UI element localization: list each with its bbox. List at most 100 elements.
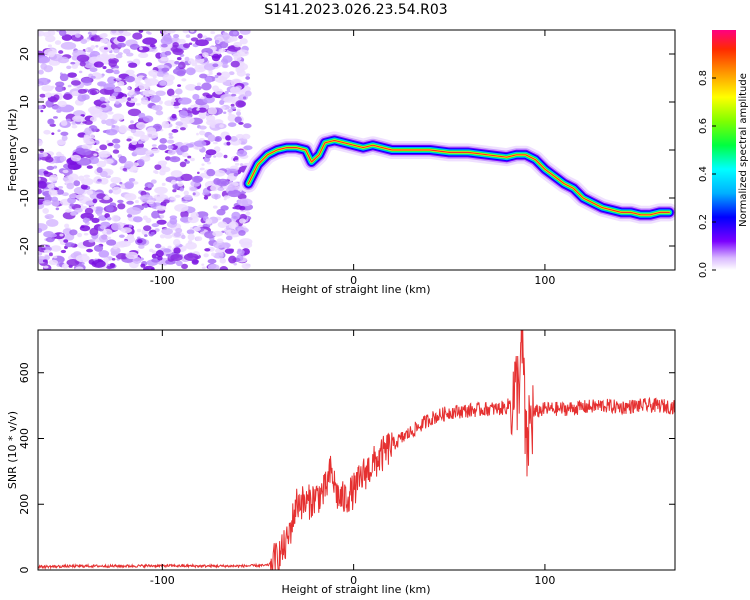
noise-blob: [179, 216, 190, 223]
noise-blob: [227, 108, 234, 113]
noise-blob: [130, 129, 137, 134]
y-tick-label: 10: [18, 95, 31, 109]
noise-blob: [47, 183, 55, 189]
noise-blob: [106, 265, 113, 270]
noise-blob: [185, 67, 196, 76]
noise-blob: [181, 152, 189, 158]
noise-blob: [145, 150, 153, 156]
noise-blob: [156, 219, 167, 225]
noise-blob: [138, 30, 144, 33]
noise-blob: [98, 74, 102, 78]
noise-blob: [187, 155, 192, 159]
noise-blob: [81, 144, 93, 150]
noise-blob: [180, 145, 189, 153]
noise-blob: [72, 115, 85, 122]
noise-blob: [38, 77, 50, 86]
noise-blob: [142, 89, 156, 97]
noise-blob: [207, 258, 217, 264]
noise-blob: [77, 94, 87, 102]
noise-blob: [150, 94, 161, 103]
noise-blob: [117, 52, 123, 56]
noise-blob: [187, 58, 195, 65]
noise-blob: [86, 248, 94, 253]
noise-blob: [133, 147, 149, 156]
noise-blob: [117, 42, 126, 48]
noise-blob: [228, 71, 235, 76]
noise-blob: [185, 34, 191, 39]
noise-blob: [175, 121, 184, 126]
noise-blob: [117, 203, 126, 210]
noise-blob: [74, 207, 83, 213]
noise-blob: [126, 138, 132, 142]
noise-blob: [71, 121, 77, 125]
noise-blob: [205, 112, 210, 117]
noise-blob: [204, 248, 211, 252]
noise-blob: [222, 111, 227, 114]
noise-blob: [96, 166, 103, 174]
noise-blob: [177, 181, 184, 187]
spectrogram-x-ticks: -100 0 100: [150, 30, 555, 287]
noise-blob: [57, 56, 70, 64]
noise-blob: [171, 95, 177, 98]
noise-blob: [217, 187, 225, 192]
noise-blob: [169, 156, 181, 163]
noise-blob: [199, 172, 208, 178]
noise-blob: [146, 199, 155, 205]
noise-blob: [78, 148, 92, 156]
noise-blob: [167, 149, 176, 155]
noise-blob: [123, 48, 131, 54]
noise-blob: [122, 168, 128, 171]
noise-blob: [98, 112, 108, 121]
noise-blob: [43, 265, 49, 269]
noise-blob: [95, 45, 99, 48]
noise-blob: [166, 139, 175, 144]
noise-blob: [106, 140, 110, 144]
noise-blob: [149, 248, 154, 253]
noise-blob: [212, 230, 223, 237]
noise-blob: [38, 97, 45, 103]
noise-blob: [118, 234, 125, 238]
noise-blob: [87, 31, 92, 35]
noise-blob: [76, 54, 90, 63]
y-tick-label: 0: [18, 147, 31, 154]
noise-blob: [205, 218, 213, 225]
noise-blob: [81, 77, 92, 84]
noise-blob: [230, 106, 236, 110]
noise-blob: [57, 100, 67, 108]
noise-blob: [241, 263, 251, 270]
noise-blob: [185, 242, 197, 250]
noise-blob: [205, 119, 216, 126]
noise-blob: [183, 43, 191, 49]
noise-blob: [225, 235, 233, 241]
noise-blob: [232, 206, 238, 210]
noise-blob: [142, 115, 154, 123]
noise-blob: [88, 156, 100, 165]
noise-blob: [49, 97, 59, 103]
noise-blob: [60, 131, 69, 136]
noise-blob: [214, 89, 218, 93]
noise-blob: [190, 157, 195, 162]
noise-blob: [91, 259, 106, 268]
doppler-trace-layer-7: [247, 139, 670, 216]
noise-blob: [97, 213, 103, 217]
noise-blob: [240, 163, 244, 167]
noise-blob: [213, 252, 224, 259]
noise-blob: [167, 245, 172, 250]
noise-blob: [172, 48, 184, 56]
noise-blob: [157, 160, 168, 166]
noise-blob: [40, 63, 48, 70]
noise-blob: [64, 223, 70, 229]
noise-blob: [84, 207, 94, 215]
noise-blob: [110, 176, 122, 184]
noise-blob: [70, 154, 82, 162]
noise-blob: [243, 145, 253, 151]
noise-blob: [239, 205, 246, 211]
noise-blob: [84, 127, 92, 135]
noise-blob: [155, 110, 164, 116]
noise-blob: [223, 195, 231, 199]
noise-blob: [42, 199, 52, 206]
noise-blob: [136, 228, 142, 233]
x-tick-label: 0: [350, 574, 357, 587]
